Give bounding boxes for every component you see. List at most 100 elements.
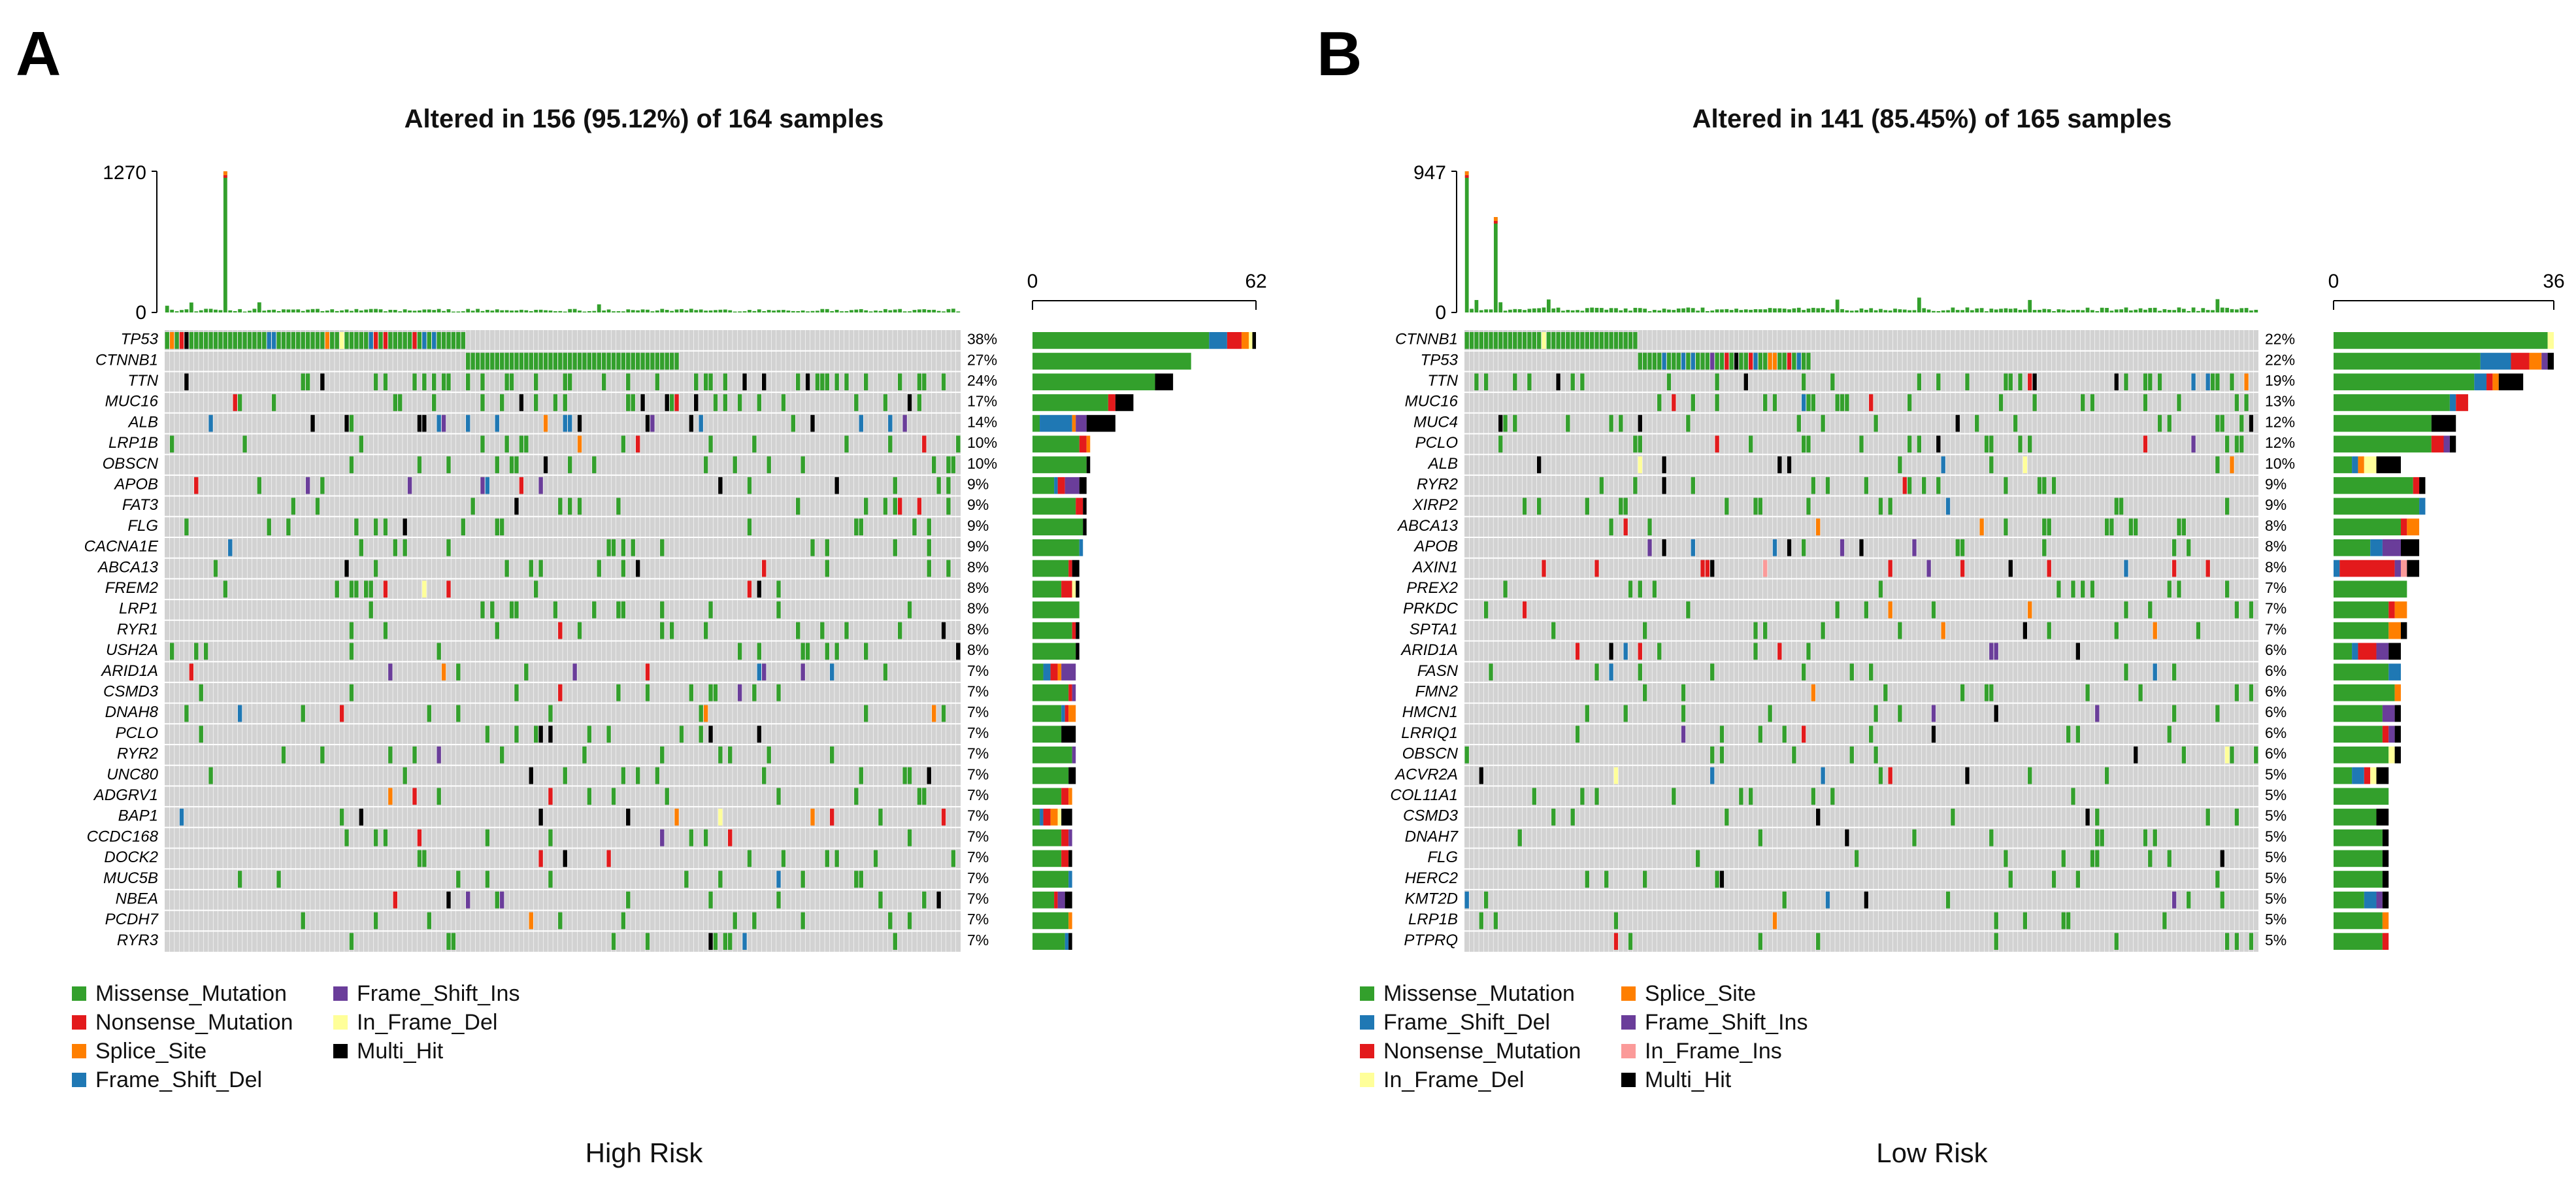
mutation-cell bbox=[2042, 518, 2047, 535]
mutation-cell bbox=[1623, 497, 1628, 515]
side-bar-segment bbox=[1043, 809, 1051, 826]
tmb-bar bbox=[868, 311, 873, 312]
mutation-cell bbox=[1811, 684, 1816, 701]
tmb-bar bbox=[2071, 310, 2075, 312]
mutation-cell bbox=[1955, 414, 1960, 432]
mutation-cell bbox=[1994, 912, 1998, 930]
mutation-cell bbox=[407, 332, 412, 349]
mutation-cell bbox=[257, 477, 262, 494]
tmb-bar bbox=[597, 304, 601, 312]
mutation-cell bbox=[359, 809, 363, 826]
tmb-bar bbox=[301, 311, 305, 312]
percent-label: 7% bbox=[2265, 620, 2287, 637]
tmb-bar bbox=[898, 309, 902, 312]
tmb-bar bbox=[262, 311, 267, 312]
percent-label: 5% bbox=[2265, 807, 2287, 824]
mutation-cell bbox=[941, 373, 946, 391]
mutation-cell bbox=[606, 539, 611, 556]
mutation-cell bbox=[626, 891, 631, 909]
tmb-bar bbox=[442, 311, 446, 312]
percent-label: 8% bbox=[967, 579, 989, 596]
mutation-cell bbox=[456, 871, 461, 888]
percent-label: 9% bbox=[967, 496, 989, 513]
gene-label: MUC4 bbox=[1413, 413, 1458, 431]
mutation-cell bbox=[825, 850, 829, 867]
mutation-cell bbox=[286, 332, 291, 349]
mutation-cell bbox=[655, 767, 660, 784]
percent-label: 24% bbox=[967, 372, 997, 389]
mutation-cell bbox=[1532, 332, 1536, 349]
mutation-cell bbox=[951, 456, 956, 473]
tmb-min-label: 0 bbox=[135, 302, 146, 324]
tmb-bar bbox=[660, 309, 665, 312]
tmb-bar bbox=[1493, 217, 1498, 312]
mutation-cell bbox=[1945, 891, 1951, 909]
mutation-cell bbox=[1715, 352, 1719, 370]
mutation-cell bbox=[1825, 891, 1830, 909]
percent-label: 6% bbox=[2265, 641, 2287, 658]
mutation-cell bbox=[1772, 394, 1777, 411]
percent-label: 7% bbox=[967, 765, 989, 782]
side-bar-segment bbox=[2400, 622, 2407, 639]
percent-label: 22% bbox=[2265, 331, 2295, 348]
mutation-cell bbox=[776, 684, 781, 701]
tmb-min-label: 0 bbox=[1435, 302, 1446, 324]
side-bar-segment bbox=[2382, 933, 2389, 950]
tmb-bar bbox=[218, 310, 223, 312]
tmb-bar bbox=[830, 311, 834, 312]
mutation-cell bbox=[2071, 788, 2075, 805]
mutation-cell bbox=[708, 726, 713, 743]
mutation-cell bbox=[1782, 726, 1787, 743]
legend-label: Frame_Shift_Ins bbox=[1645, 1010, 1808, 1035]
side-bar-segment bbox=[1032, 705, 1062, 722]
mutation-cell bbox=[621, 912, 626, 930]
tmb-bar bbox=[844, 311, 849, 312]
mutation-cell bbox=[504, 435, 509, 453]
mutation-cell bbox=[524, 664, 529, 681]
mutation-cell bbox=[271, 394, 276, 411]
mutation-cell bbox=[2056, 580, 2061, 598]
mutation-cell bbox=[465, 352, 471, 370]
panel-b: B Altered in 141 (85.45%) of 165 samples… bbox=[1288, 0, 2576, 1193]
mutation-cell bbox=[1657, 352, 1662, 370]
side-bar-segment bbox=[2376, 891, 2383, 909]
side-bar-segment bbox=[2382, 891, 2389, 909]
mutation-cell bbox=[422, 414, 427, 432]
mutation-cell bbox=[1464, 747, 1469, 764]
side-bar-segment bbox=[2334, 891, 2364, 909]
tmb-bar bbox=[2201, 308, 2205, 312]
mutation-cell bbox=[344, 829, 349, 847]
side-bar-segment bbox=[1032, 767, 1069, 784]
legend-item: In_Frame_Ins bbox=[1621, 1038, 1782, 1064]
mutation-cell bbox=[665, 394, 669, 411]
mutation-cell bbox=[194, 332, 199, 349]
mutation-cell bbox=[2167, 726, 2171, 743]
mutation-cell bbox=[2119, 497, 2124, 515]
mutation-cell bbox=[1719, 747, 1725, 764]
tmb-bar bbox=[893, 309, 897, 312]
percent-label: 17% bbox=[967, 393, 997, 410]
mutation-cell bbox=[189, 664, 194, 681]
side-bar-segment bbox=[1248, 332, 1253, 349]
mutation-cell bbox=[1483, 332, 1489, 349]
mutation-cell bbox=[893, 933, 897, 950]
mutation-cell bbox=[1503, 332, 1508, 349]
mutation-cell bbox=[1859, 435, 1864, 453]
side-bar-segment bbox=[1061, 705, 1065, 722]
mutation-cell bbox=[233, 394, 237, 411]
mutation-cell bbox=[1960, 539, 1965, 556]
mutation-cell bbox=[1542, 560, 1546, 577]
mutation-cell bbox=[1681, 726, 1686, 743]
tmb-bar bbox=[1474, 299, 1479, 312]
legend-item: Frame_Shift_Ins bbox=[333, 981, 520, 1007]
tmb-bar-cap bbox=[223, 171, 227, 175]
tmb-bar bbox=[476, 309, 480, 312]
mutation-cell bbox=[184, 373, 189, 391]
mutation-cell bbox=[660, 829, 665, 847]
mutation-cell bbox=[480, 352, 485, 370]
mutation-cell bbox=[713, 684, 718, 701]
tmb-bar bbox=[427, 309, 431, 312]
mutation-cell bbox=[349, 684, 354, 701]
mutation-cell bbox=[441, 664, 446, 681]
tmb-bar bbox=[282, 309, 286, 312]
